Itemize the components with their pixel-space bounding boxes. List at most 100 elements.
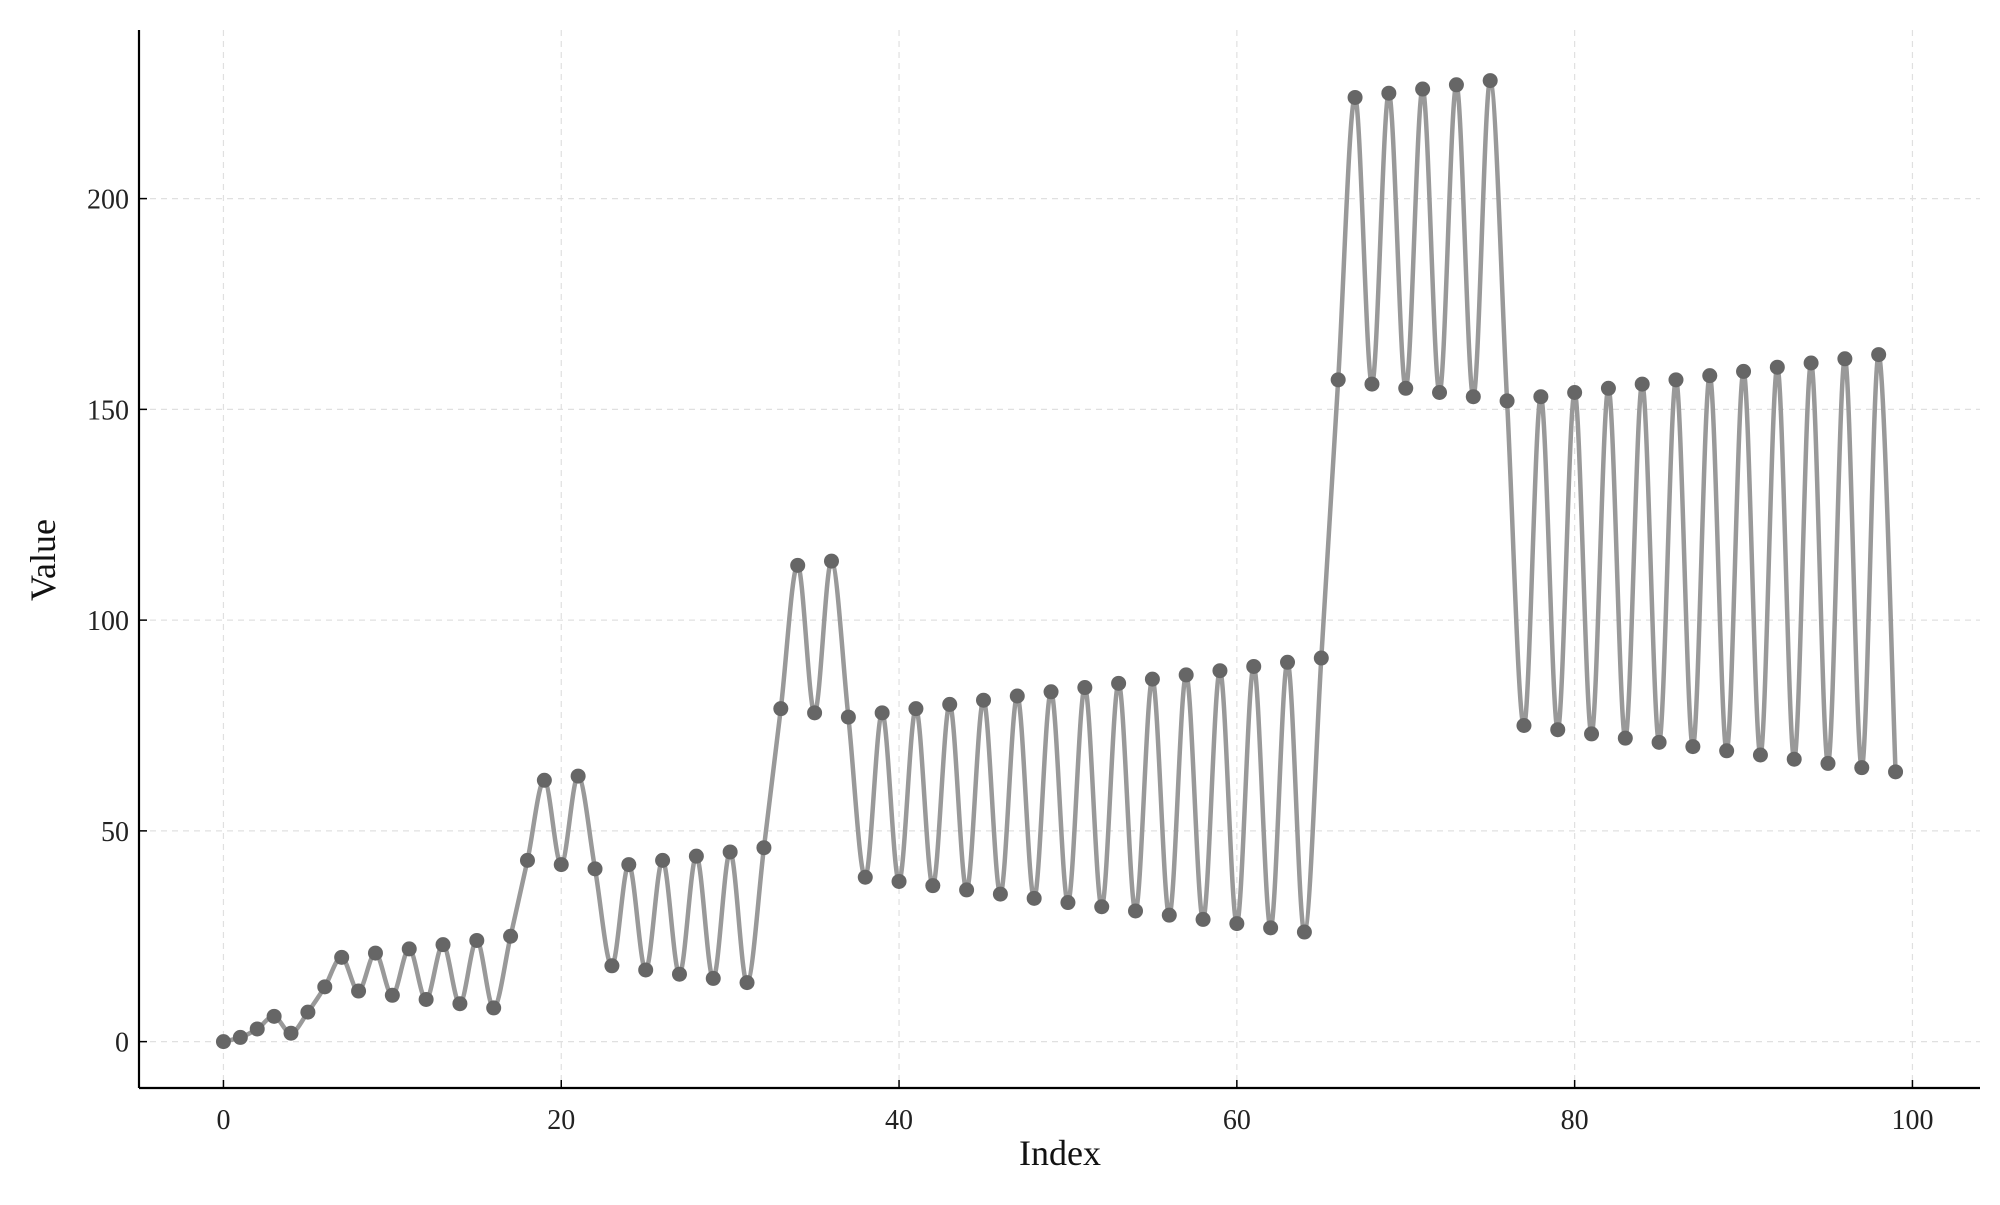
data-point (1347, 89, 1363, 105)
data-point (1550, 722, 1566, 738)
data-point (553, 857, 569, 873)
data-point (232, 1029, 248, 1045)
data-point (536, 772, 552, 788)
data-point (1026, 890, 1042, 906)
axes (137, 30, 1980, 1090)
grid-lines (139, 30, 1980, 1088)
data-point (1719, 743, 1735, 759)
data-point (1634, 376, 1650, 392)
data-point (1128, 903, 1144, 919)
data-point (503, 928, 519, 944)
data-point (519, 852, 535, 868)
data-point (1330, 372, 1346, 388)
data-point (1229, 916, 1245, 932)
x-tick-label: 60 (1223, 1105, 1251, 1136)
data-point (587, 861, 603, 877)
data-point (283, 1025, 299, 1041)
y-tick-label: 100 (87, 606, 129, 637)
data-point (621, 857, 637, 873)
x-tick-label: 20 (547, 1105, 575, 1136)
data-point (452, 996, 468, 1012)
data-point (1769, 359, 1785, 375)
data-point (807, 705, 823, 721)
data-point (688, 848, 704, 864)
data-point (1313, 650, 1329, 666)
data-point (705, 970, 721, 986)
series-line (221, 78, 1898, 1044)
data-point (1584, 726, 1600, 742)
data-point (1516, 717, 1532, 733)
data-point (959, 882, 975, 898)
y-tick-label: 200 (87, 185, 129, 216)
data-point (1280, 654, 1296, 670)
data-point (1600, 380, 1616, 396)
data-point (671, 966, 687, 982)
x-tick-label: 100 (1891, 1105, 1933, 1136)
data-point (1212, 663, 1228, 679)
data-point (1144, 671, 1160, 687)
data-point (891, 873, 907, 889)
data-point (1398, 380, 1414, 396)
y-tick-label: 150 (87, 395, 129, 426)
data-point (1854, 760, 1870, 776)
data-point (638, 962, 654, 978)
data-point (1482, 73, 1498, 89)
data-point (722, 844, 738, 860)
data-point (351, 983, 367, 999)
data-point (1077, 680, 1093, 696)
x-axis-label: Index (1019, 1133, 1101, 1173)
data-point (1803, 355, 1819, 371)
data-point (1786, 751, 1802, 767)
data-point (840, 709, 856, 725)
data-point (1448, 77, 1464, 93)
data-point (739, 975, 755, 991)
data-point (925, 878, 941, 894)
x-tick-label: 80 (1561, 1105, 1589, 1136)
data-point (215, 1034, 231, 1050)
data-point (1499, 393, 1515, 409)
data-point (874, 705, 890, 721)
data-point (401, 941, 417, 957)
data-point (249, 1021, 265, 1037)
data-point (1263, 920, 1279, 936)
data-point (1043, 684, 1059, 700)
data-point (266, 1008, 282, 1024)
data-point (1702, 368, 1718, 384)
data-point (418, 991, 434, 1007)
data-point (1465, 389, 1481, 405)
data-point (1533, 389, 1549, 405)
data-point (908, 701, 924, 717)
data-point (756, 840, 772, 856)
data-point (1752, 747, 1768, 763)
data-point (486, 1000, 502, 1016)
data-point (1195, 911, 1211, 927)
data-point (300, 1004, 316, 1020)
data-point (1567, 385, 1583, 401)
data-point (334, 949, 350, 965)
data-point (1381, 85, 1397, 101)
data-point (1668, 372, 1684, 388)
data-point (1009, 688, 1025, 704)
y-axis-label: Value (23, 519, 63, 601)
data-point (317, 979, 333, 995)
x-tick-label: 0 (216, 1105, 230, 1136)
data-point (570, 768, 586, 784)
series-layer (215, 73, 1904, 1050)
data-point (435, 937, 451, 953)
data-point (1178, 667, 1194, 683)
data-point (1432, 385, 1448, 401)
data-point (1685, 739, 1701, 755)
data-point (1736, 363, 1752, 379)
data-point (469, 932, 485, 948)
data-point (1415, 81, 1431, 97)
data-point (1094, 899, 1110, 915)
data-point (384, 987, 400, 1003)
data-point (992, 886, 1008, 902)
data-point (1820, 755, 1836, 771)
data-point (1161, 907, 1177, 923)
data-point (942, 696, 958, 712)
x-tick-label: 40 (885, 1105, 913, 1136)
data-point (1364, 376, 1380, 392)
